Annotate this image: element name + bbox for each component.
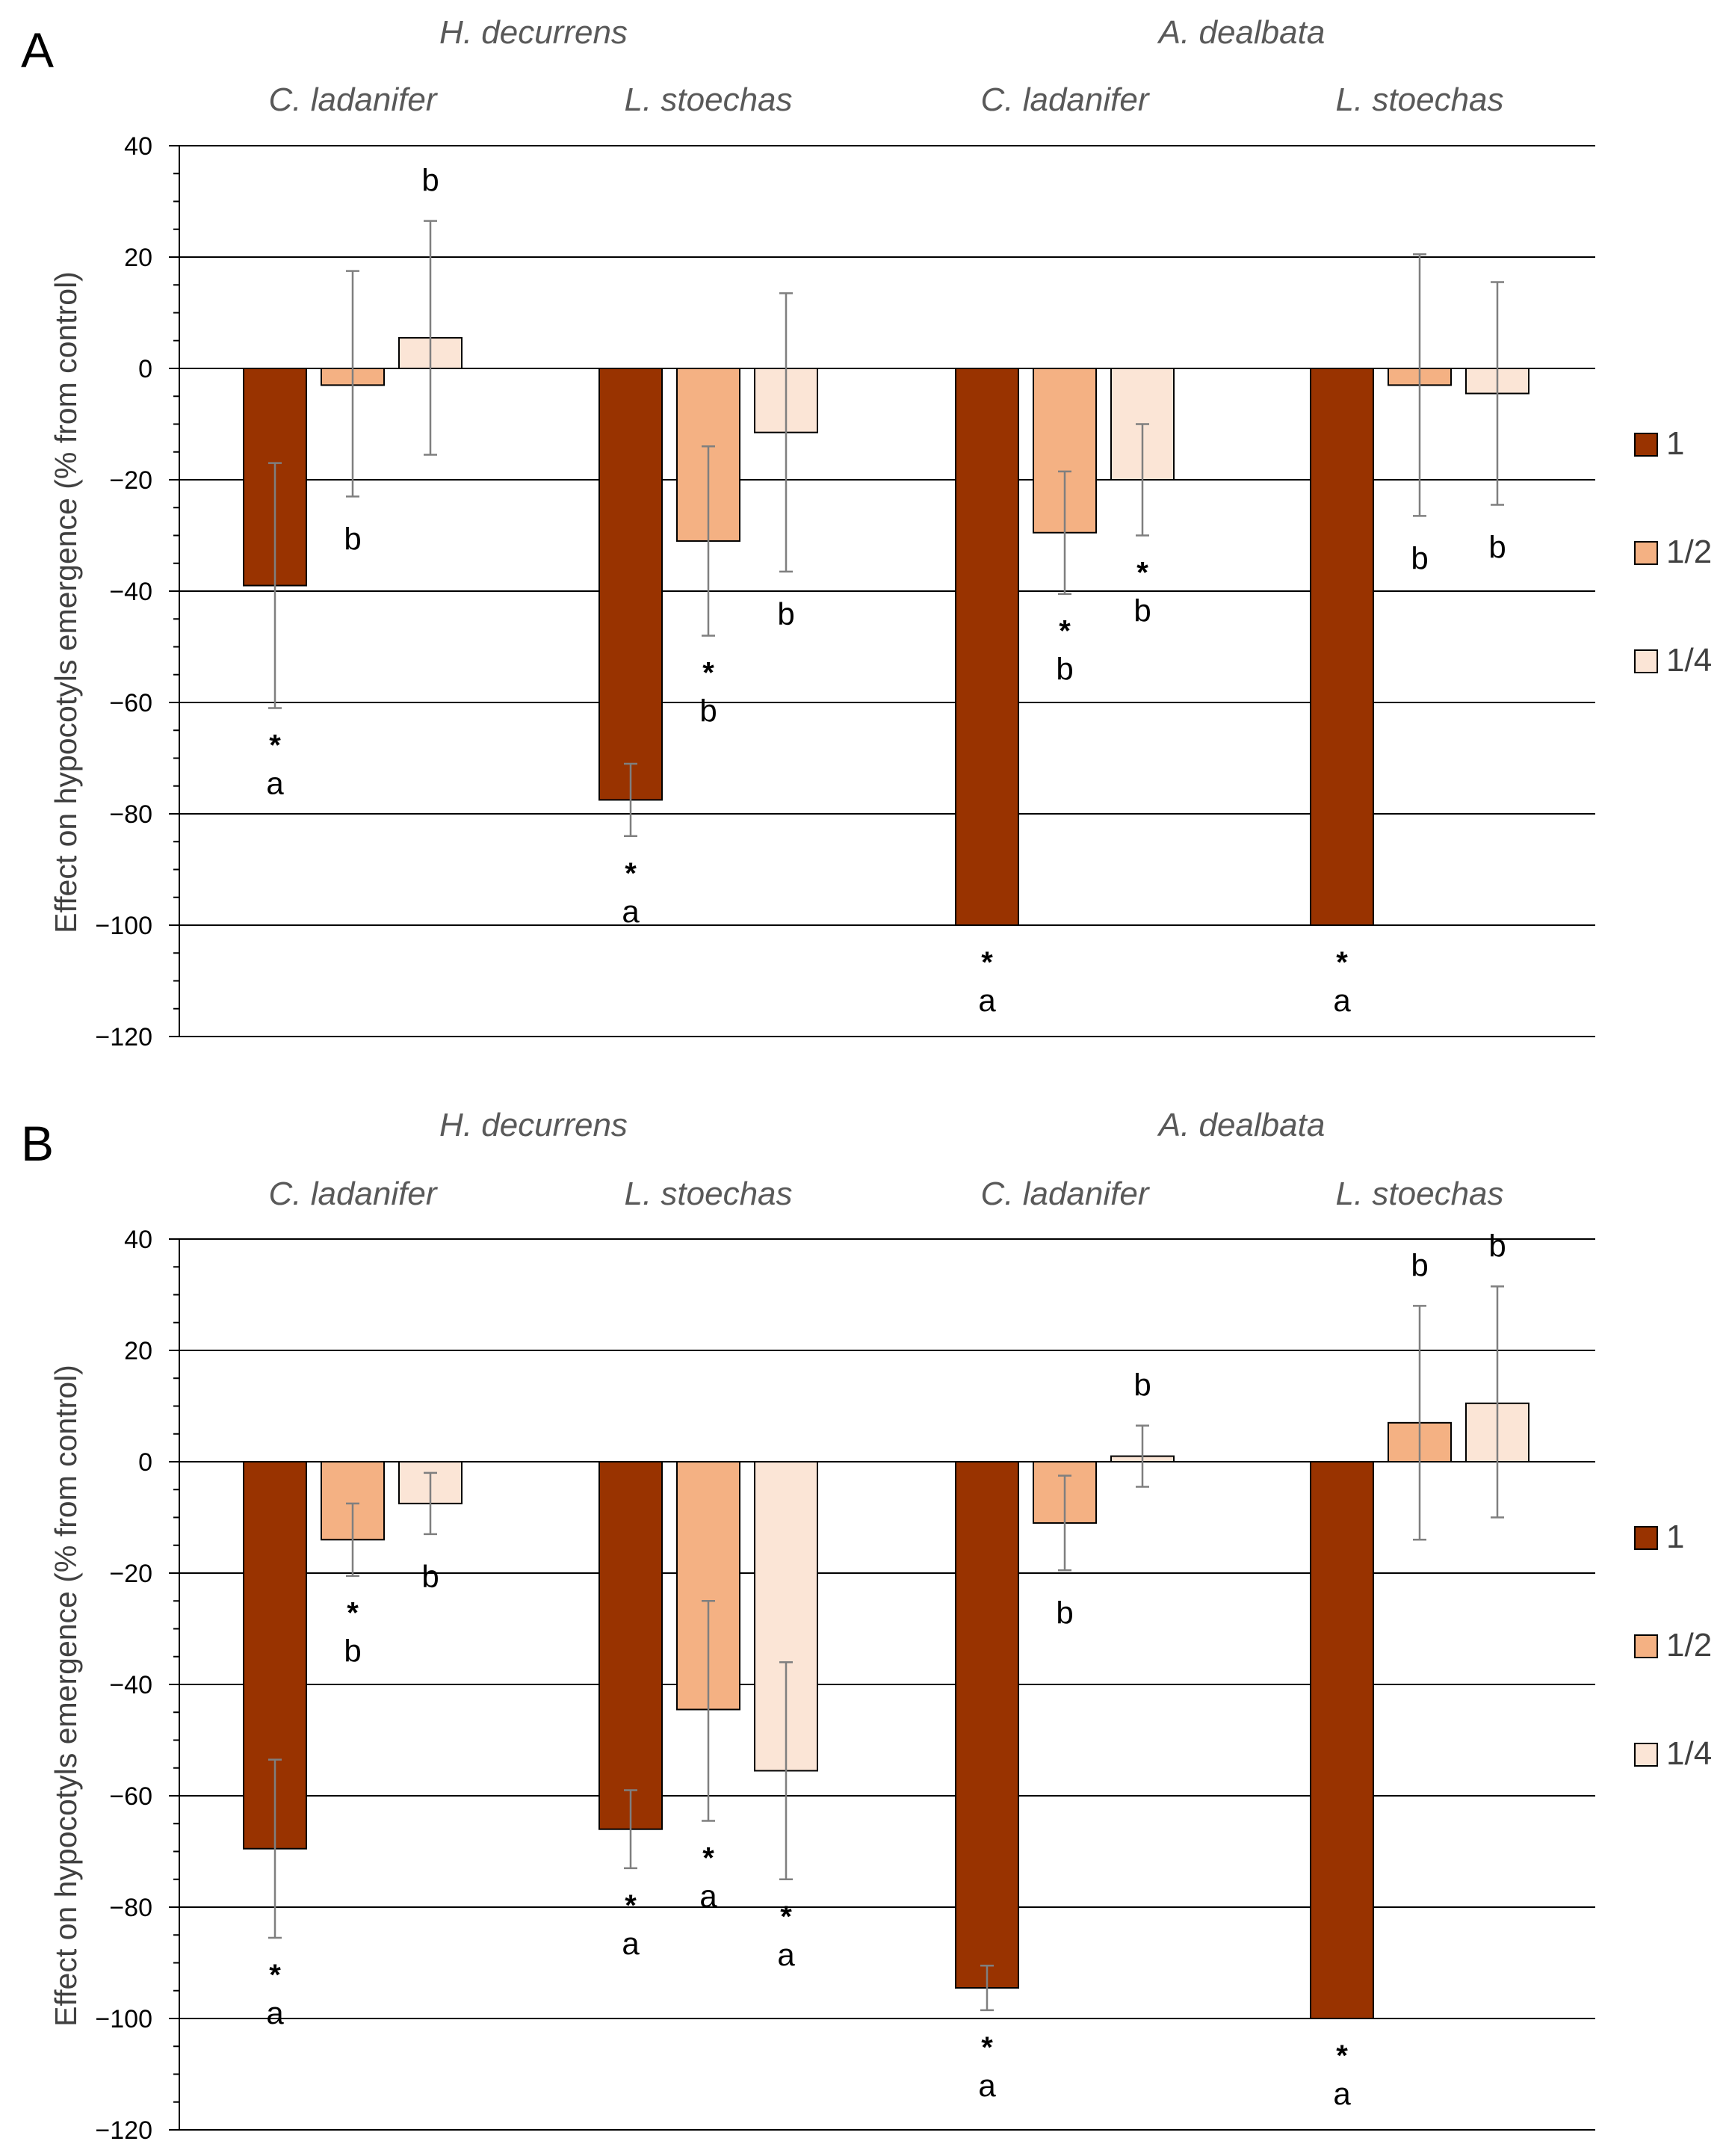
legend-label: 1/4 <box>1666 642 1712 679</box>
legend-swatch-dose-1 <box>1634 433 1658 457</box>
legend-swatch-dose-half <box>1634 541 1658 565</box>
significance-letter: b <box>1411 540 1428 575</box>
significance-star: * <box>347 1597 359 1630</box>
significance-star: * <box>981 946 993 979</box>
significance-star: * <box>269 1959 281 1992</box>
y-tick-label: −60 <box>109 1782 152 1811</box>
y-tick-label: 0 <box>138 1448 152 1477</box>
category-label: L. stoechas <box>1335 81 1503 118</box>
significance-letter: a <box>777 1937 795 1972</box>
bar-dose-1 <box>598 1461 663 1830</box>
significance-letter: a <box>622 1926 640 1961</box>
significance-letter: b <box>421 1559 439 1594</box>
panel-label: A <box>21 22 54 78</box>
significance-star: * <box>702 1842 714 1875</box>
bar-dose-1 <box>598 368 663 801</box>
group-label: A. dealbata <box>1157 1107 1326 1143</box>
category-label: L. stoechas <box>624 1176 792 1212</box>
significance-letter: b <box>1488 1228 1506 1263</box>
significance-letter: b <box>777 596 794 631</box>
significance-letter: a <box>1333 983 1351 1018</box>
significance-letter: a <box>978 983 996 1018</box>
legend-label: 1 <box>1666 1519 1684 1555</box>
legend-label: 1 <box>1666 425 1684 462</box>
legend-label: 1/2 <box>1666 1627 1712 1664</box>
bar-dose-1 <box>1310 368 1374 926</box>
category-label: C. ladanifer <box>268 1176 438 1212</box>
y-tick-label: 20 <box>124 1337 152 1365</box>
significance-letter: a <box>1333 2076 1351 2111</box>
significance-letter: b <box>1056 1595 1073 1630</box>
y-tick-label: −60 <box>109 689 152 717</box>
significance-star: * <box>625 857 637 890</box>
significance-star: * <box>1336 946 1348 979</box>
y-axis-title: Effect on hypocotyls emergence (% from c… <box>49 271 83 933</box>
significance-letter: b <box>1488 530 1506 565</box>
y-tick-label: −20 <box>109 1560 152 1588</box>
category-label: C. ladanifer <box>980 81 1150 118</box>
category-label: L. stoechas <box>1335 1176 1503 1212</box>
y-tick-label: 40 <box>124 1226 152 1254</box>
y-tick-label: −40 <box>109 578 152 606</box>
significance-star: * <box>1059 615 1071 648</box>
category-label: C. ladanifer <box>980 1176 1150 1212</box>
y-tick-label: −120 <box>95 2116 152 2145</box>
y-tick-label: −100 <box>95 912 152 940</box>
legend-label: 1/2 <box>1666 534 1712 570</box>
significance-letter: a <box>978 2068 996 2103</box>
legend-swatch-dose-quarter <box>1634 1743 1658 1767</box>
y-tick-label: −120 <box>95 1023 152 1051</box>
significance-star: * <box>1336 2039 1348 2072</box>
significance-letter: a <box>266 765 284 800</box>
group-label: A. dealbata <box>1157 14 1326 51</box>
significance-star: * <box>1136 557 1148 590</box>
bar-dose-1 <box>955 1461 1019 1989</box>
y-tick-label: −80 <box>109 800 152 829</box>
significance-star: * <box>780 1900 792 1933</box>
significance-letter: b <box>699 694 717 729</box>
significance-star: * <box>269 729 281 762</box>
significance-star: * <box>625 1889 637 1922</box>
category-label: L. stoechas <box>624 81 792 118</box>
bar-dose-1 <box>1310 1461 1374 2019</box>
significance-letter: b <box>421 163 439 198</box>
significance-letter: a <box>699 1879 717 1914</box>
y-tick-label: 40 <box>124 132 152 161</box>
legend-swatch-dose-quarter <box>1634 649 1658 673</box>
legend-label: 1/4 <box>1666 1735 1712 1772</box>
significance-letter: b <box>344 1634 361 1669</box>
y-tick-label: 0 <box>138 355 152 383</box>
significance-letter: b <box>344 521 361 556</box>
y-tick-label: −80 <box>109 1894 152 1922</box>
significance-star: * <box>702 657 714 690</box>
significance-letter: a <box>622 894 640 929</box>
panel-label: B <box>21 1116 54 1171</box>
bar-dose-1 <box>955 368 1019 926</box>
significance-letter: b <box>1411 1247 1428 1282</box>
y-tick-label: 20 <box>124 244 152 272</box>
significance-letter: b <box>1133 1368 1151 1403</box>
significance-letter: a <box>266 1995 284 2030</box>
category-label: C. ladanifer <box>268 81 438 118</box>
significance-star: * <box>981 2031 993 2064</box>
y-axis-title: Effect on hypocotyls emergence (% from c… <box>49 1365 83 2027</box>
legend-swatch-dose-half <box>1634 1634 1658 1658</box>
group-label: H. decurrens <box>439 1107 628 1143</box>
significance-letter: b <box>1056 652 1073 687</box>
y-tick-label: −40 <box>109 1671 152 1699</box>
group-label: H. decurrens <box>439 14 628 51</box>
y-tick-label: −20 <box>109 466 152 495</box>
significance-letter: b <box>1133 593 1151 628</box>
legend-swatch-dose-1 <box>1634 1526 1658 1550</box>
y-tick-label: −100 <box>95 2005 152 2033</box>
